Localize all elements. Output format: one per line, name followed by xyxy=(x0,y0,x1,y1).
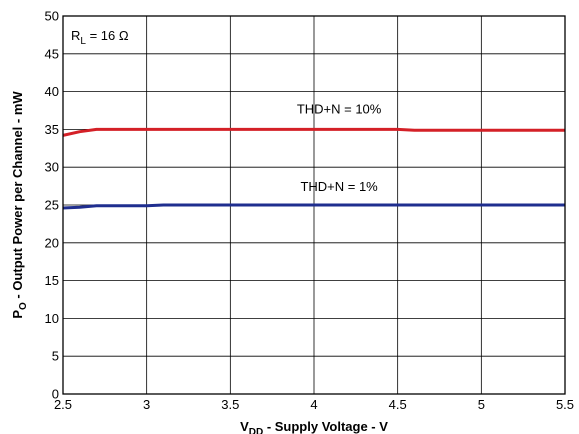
x-axis-title: VDD - Supply Voltage - V xyxy=(240,419,388,434)
y-tick-label: 10 xyxy=(45,311,59,326)
y-tick-label: 20 xyxy=(45,235,59,250)
y-axis-title: PO - Output Power per Channel - mW xyxy=(10,91,29,319)
y-tick-label: 15 xyxy=(45,273,59,288)
y-tick-label: 0 xyxy=(52,387,59,402)
y-tick-label: 40 xyxy=(45,84,59,99)
y-tick-label: 5 xyxy=(52,349,59,364)
series-line xyxy=(62,203,565,210)
y-tick-label: 35 xyxy=(45,122,59,137)
x-tick-label: 3 xyxy=(143,397,150,412)
tick-labels: 2.5 3 3.5 4 4.5 5 5.5 0 5 10 15 20 25 30 35 40 45 50 xyxy=(45,9,575,413)
x-tick-label: 3.5 xyxy=(221,397,239,412)
load-resistance-annotation: RL = 16 Ω xyxy=(71,28,129,47)
x-tick-label: 4.5 xyxy=(389,397,407,412)
x-tick-label: 5 xyxy=(478,397,485,412)
y-tick-label: 30 xyxy=(45,160,59,175)
series-lines xyxy=(62,127,565,210)
x-tick-label: 4 xyxy=(310,397,317,412)
series-label-thd-1: THD+N = 1% xyxy=(300,179,378,194)
y-tick-label: 50 xyxy=(45,9,59,24)
y-tick-label: 45 xyxy=(45,46,59,61)
y-tick-label: 25 xyxy=(45,198,59,213)
series-label-thd-10: THD+N = 10% xyxy=(297,101,382,116)
x-tick-label: 5.5 xyxy=(556,397,574,412)
series-line xyxy=(62,127,565,137)
plot-frame xyxy=(62,15,566,395)
x-tick-label: 2.5 xyxy=(54,397,72,412)
